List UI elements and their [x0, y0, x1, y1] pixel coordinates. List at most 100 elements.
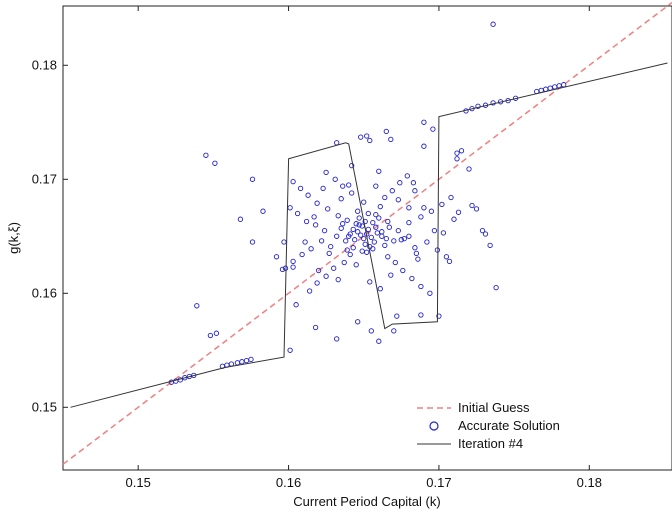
accurate-solution-point	[377, 286, 383, 292]
accurate-solution-point	[273, 254, 280, 260]
tick-label-layer: 0.15 0.16 0.17 0.18 0.15 0.16 0.17 0.18	[32, 57, 602, 490]
accurate-solution-point	[412, 245, 418, 251]
legend-label-accurate-solution: Accurate Solution	[458, 418, 560, 433]
accurate-solution-point	[398, 237, 404, 243]
accurate-solution-point	[397, 180, 403, 186]
accurate-solution-point	[343, 238, 349, 244]
accurate-solution-point	[362, 241, 368, 247]
accurate-solution-point	[335, 276, 341, 283]
accurate-solution-point	[353, 221, 359, 227]
accurate-solution-point	[385, 254, 391, 260]
accurate-solution-point	[386, 224, 392, 230]
accurate-solution-point	[361, 235, 367, 242]
accurate-solution-point	[338, 225, 344, 231]
accurate-solution-point	[446, 258, 453, 265]
accurate-solution-point	[299, 251, 305, 258]
accurate-solution-point	[436, 313, 442, 319]
accurate-solution-point	[421, 205, 427, 211]
accurate-solution-point	[346, 233, 352, 239]
x-tick-label: 0.16	[276, 475, 301, 490]
accurate-solution-point	[334, 233, 340, 239]
accurate-solution-point	[305, 192, 311, 198]
accurate-solution-point	[392, 259, 398, 266]
accurate-solution-point	[303, 218, 310, 225]
accurate-solution-point	[203, 152, 209, 158]
accurate-solution-point	[356, 215, 362, 221]
accurate-solution-point	[294, 210, 301, 217]
accurate-solution-point	[302, 239, 308, 245]
legend-label-initial-guess: Initial Guess	[458, 400, 530, 415]
accurate-solution-point	[418, 214, 424, 220]
x-axis-title: Current Period Capital (k)	[293, 494, 440, 509]
accurate-solution-point	[260, 208, 266, 214]
accurate-solution-point	[389, 188, 395, 194]
accurate-solution-point	[395, 197, 401, 203]
accurate-solution-point	[355, 319, 361, 325]
accurate-solution-point	[359, 248, 365, 254]
accurate-solution-point	[395, 227, 401, 234]
tick-layer	[63, 6, 590, 470]
accurate-solution-point	[331, 265, 337, 271]
accurate-solution-point	[350, 245, 356, 251]
iteration-line-layer	[70, 62, 668, 408]
accurate-solution-point	[454, 150, 460, 156]
accurate-solution-point	[315, 267, 322, 274]
accurate-solution-point	[409, 275, 415, 282]
accurate-solution-point	[406, 233, 412, 239]
accurate-solution-point	[385, 218, 391, 225]
accurate-solution-point	[355, 229, 361, 235]
accurate-solution-point	[311, 214, 317, 220]
accurate-solution-point	[455, 209, 462, 215]
accurate-solution-point	[383, 128, 389, 135]
accurate-solution-point	[406, 219, 412, 226]
legend-label-iteration-4: Iteration #4	[458, 436, 523, 451]
accurate-solution-point	[314, 280, 320, 286]
accurate-solution-point	[479, 227, 486, 234]
accurate-solution-point	[318, 238, 325, 244]
accurate-solution-point	[391, 328, 397, 334]
accurate-solution-point	[376, 215, 382, 221]
accurate-solution-point	[379, 229, 385, 235]
accurate-solution-point	[237, 216, 244, 222]
accurate-solution-point	[448, 194, 454, 201]
accurate-solution-point	[293, 302, 299, 308]
accurate-solution-point	[325, 206, 331, 212]
accurate-solution-point	[466, 166, 472, 172]
accurate-solution-point	[194, 303, 200, 309]
accurate-solution-point	[323, 273, 329, 279]
accurate-solution-point	[249, 176, 256, 182]
accurate-solution-point	[406, 205, 412, 211]
point-layer	[168, 21, 567, 385]
accurate-solution-point	[326, 250, 332, 257]
initial-guess-line	[62, 2, 672, 465]
accurate-solution-point	[212, 160, 218, 166]
accurate-solution-point	[475, 103, 481, 109]
accurate-solution-point	[424, 239, 430, 245]
accurate-solution-point	[376, 338, 382, 344]
accurate-solution-point	[353, 262, 359, 268]
accurate-solution-point	[370, 219, 376, 226]
accurate-solution-point	[388, 272, 394, 278]
accurate-solution-point	[400, 267, 406, 274]
accurate-solution-point	[282, 265, 289, 271]
accurate-solution-point	[290, 258, 296, 265]
accurate-solution-point	[443, 254, 450, 260]
accurate-solution-point	[328, 243, 334, 250]
accurate-solution-point	[370, 246, 376, 252]
accurate-solution-point	[401, 235, 407, 242]
accurate-solution-point	[451, 216, 457, 222]
accurate-solution-point	[340, 221, 346, 227]
y-tick-label: 0.18	[32, 57, 57, 72]
accurate-solution-point	[383, 235, 389, 242]
accurate-solution-point	[458, 148, 465, 154]
accurate-solution-point	[415, 256, 421, 262]
legend: Initial Guess Accurate Solution Iteratio…	[417, 400, 560, 451]
accurate-solution-point	[355, 208, 361, 214]
accurate-solution-point	[358, 134, 364, 140]
accurate-solution-point	[321, 227, 328, 234]
x-tick-label: 0.15	[126, 475, 151, 490]
accurate-solution-point	[344, 247, 350, 253]
accurate-solution-point	[279, 266, 286, 273]
accurate-solution-point	[287, 347, 293, 353]
accurate-solution-point	[473, 206, 480, 212]
